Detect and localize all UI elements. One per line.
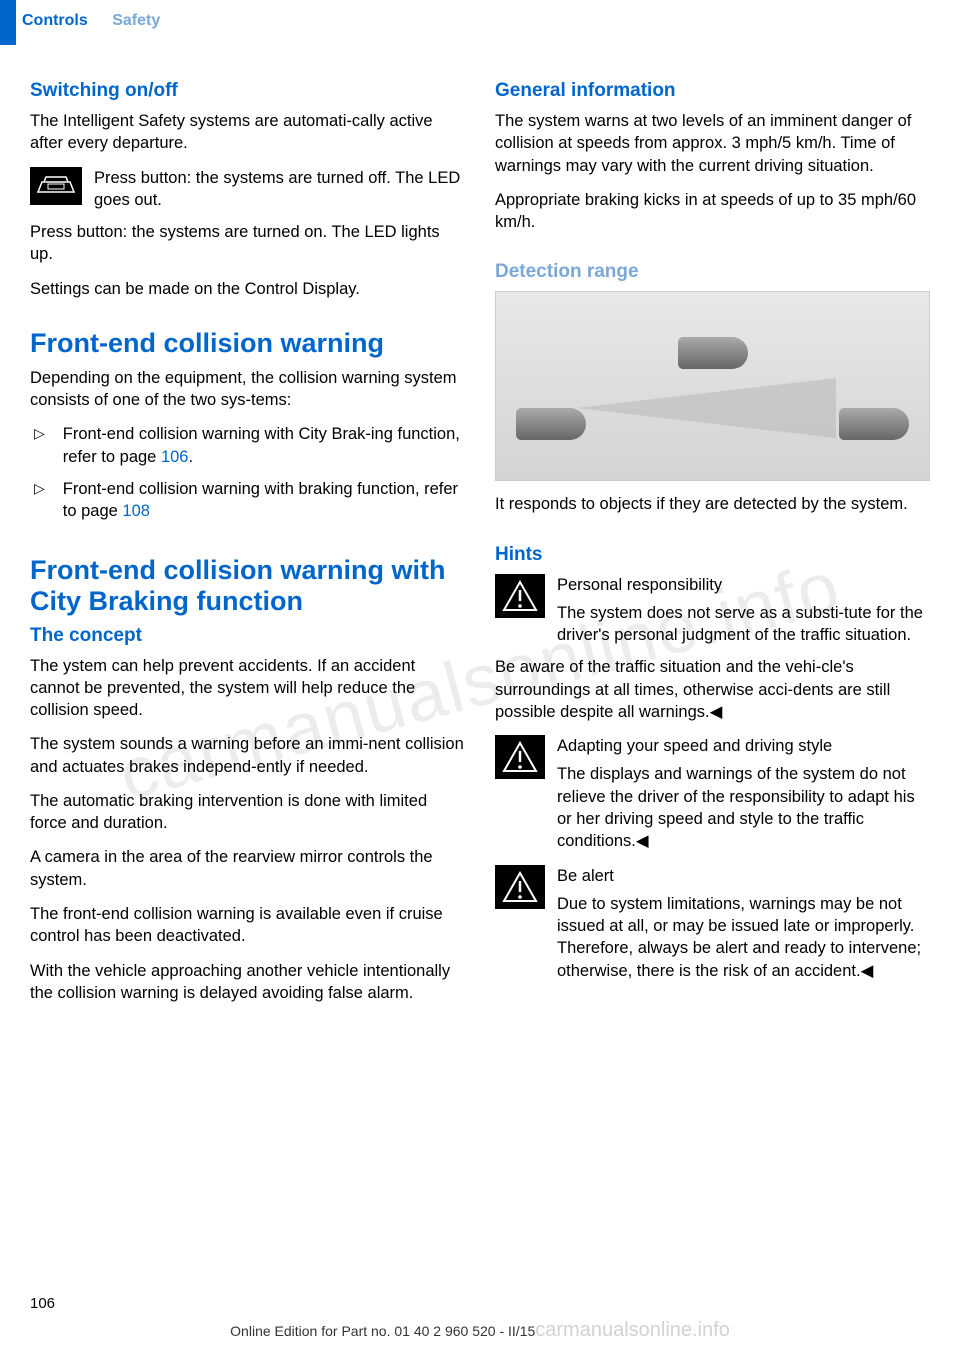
warning-triangle-icon <box>495 735 545 779</box>
fecw-item1-text: Front-end collision warning with City Br… <box>63 423 465 468</box>
page-number: 106 <box>30 1295 55 1312</box>
concept-p5: The front-end collision warning is avail… <box>30 903 465 948</box>
diagram-car-front <box>678 337 748 369</box>
warning-triangle-icon <box>495 574 545 618</box>
footer-watermark: carmanualsonline.info <box>535 1319 730 1341</box>
left-column: Switching on/off The Intelligent Safety … <box>30 80 465 1016</box>
general-p1: The system warns at two levels of an imm… <box>495 110 930 177</box>
detection-heading: Detection range <box>495 261 930 283</box>
page-header: Controls Safety <box>0 0 960 45</box>
concept-p3: The automatic braking intervention is do… <box>30 790 465 835</box>
hint2-title: Adapting your speed and driving style <box>557 735 930 757</box>
header-controls-label: Controls <box>22 12 88 29</box>
hint2-p1-inline: The displays and warnings of the system … <box>557 763 930 852</box>
switching-p2: Press button: the systems are turned on.… <box>30 221 465 266</box>
warning-triangle-icon <box>495 865 545 909</box>
footer-edition-text: Online Edition for Part no. 01 40 2 960 … <box>230 1323 535 1339</box>
hint-block-3: Be alert Due to system limitations, warn… <box>495 865 930 982</box>
hint1-title: Personal responsibility <box>557 574 930 596</box>
car-button-icon <box>30 167 82 205</box>
button-icon-row: Press button: the systems are turned off… <box>30 167 465 212</box>
concept-p6: With the vehicle approaching another veh… <box>30 960 465 1005</box>
right-column: General information The system warns at … <box>495 80 930 1016</box>
header-accent-bar <box>0 0 16 45</box>
detection-range-diagram <box>495 291 930 481</box>
page-footer: 106 Online Edition for Part no. 01 40 2 … <box>0 1295 960 1342</box>
detection-p1: It responds to objects if they are detec… <box>495 493 930 515</box>
fecw-list-item-2: ▷ Front-end collision warning with braki… <box>30 478 465 523</box>
hint3-title: Be alert <box>557 865 930 887</box>
fecw-p1: Depending on the equipment, the collisio… <box>30 367 465 412</box>
header-safety-label: Safety <box>112 12 160 29</box>
hint1-p1-inline: The system does not serve as a substi‐tu… <box>557 602 930 647</box>
concept-p1: The ystem can help prevent accidents. If… <box>30 655 465 722</box>
hint-block-1: Personal responsibility The system does … <box>495 574 930 724</box>
content-area: Switching on/off The Intelligent Safety … <box>0 45 960 1016</box>
hint1-p2: Be aware of the traffic situation and th… <box>495 656 930 723</box>
footer-text: Online Edition for Part no. 01 40 2 960 … <box>30 1319 930 1342</box>
fecw-list-item-1: ▷ Front-end collision warning with City … <box>30 423 465 468</box>
general-p2: Appropriate braking kicks in at speeds o… <box>495 189 930 234</box>
fecw-item2-ref[interactable]: 108 <box>122 502 150 520</box>
switching-heading: Switching on/off <box>30 80 465 102</box>
fecw-item1-pre: Front-end collision warning with City Br… <box>63 425 460 465</box>
concept-p2: The system sounds a warning before an im… <box>30 733 465 778</box>
switching-p3: Settings can be made on the Control Disp… <box>30 278 465 300</box>
concept-heading: The concept <box>30 625 465 647</box>
list-marker-icon: ▷ <box>34 478 45 499</box>
fecw-item2-text: Front-end collision warning with braking… <box>63 478 465 523</box>
fecw-item1-ref[interactable]: 106 <box>161 448 189 466</box>
diagram-sensor-cone <box>576 378 836 438</box>
concept-p4: A camera in the area of the rearview mir… <box>30 846 465 891</box>
hints-heading: Hints <box>495 544 930 566</box>
fecw-heading: Front-end collision warning <box>30 328 465 359</box>
fecw-item1-post: . <box>188 448 193 466</box>
diagram-car-ego <box>516 408 586 440</box>
hint-block-2: Adapting your speed and driving style Th… <box>495 735 930 852</box>
switching-p1: The Intelligent Safety systems are autom… <box>30 110 465 155</box>
hint3-p1-inline: Due to system limitations, warnings may … <box>557 893 930 982</box>
general-heading: General information <box>495 80 930 102</box>
diagram-car-target <box>839 408 909 440</box>
button-icon-text: Press button: the systems are turned off… <box>94 167 465 212</box>
fecw-city-heading: Front-end collision warning with City Br… <box>30 555 465 617</box>
list-marker-icon: ▷ <box>34 423 45 444</box>
